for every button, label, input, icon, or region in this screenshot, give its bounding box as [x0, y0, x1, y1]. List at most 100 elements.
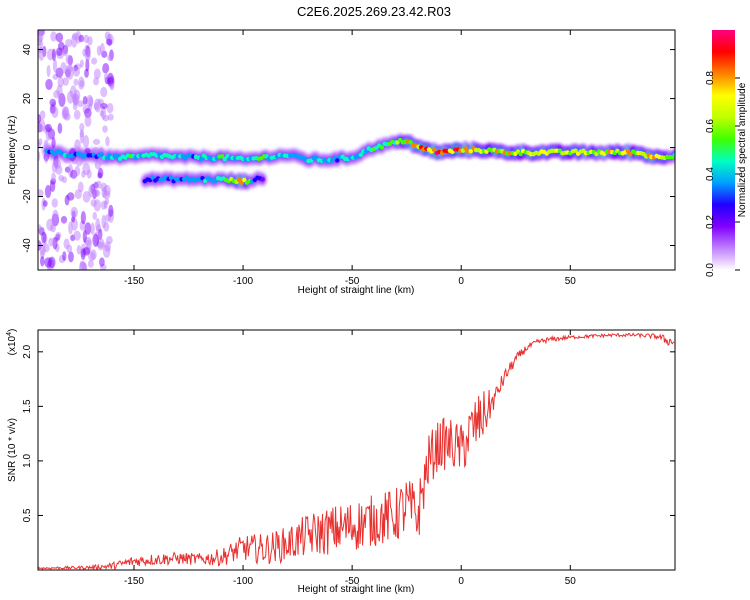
colorbar-tick-label: 0.0 — [705, 263, 716, 277]
main-track-blob-core — [573, 148, 578, 153]
spectrogram-noise-blob — [62, 77, 69, 86]
colorbar-tick-label: 0.8 — [705, 71, 716, 85]
spectrogram-noise-blob — [38, 224, 42, 232]
spectrogram-noise-blob — [40, 256, 45, 267]
snr-xtick-label: -100 — [233, 576, 253, 587]
spectrogram-noise-blob — [107, 54, 113, 62]
spectrogram-noise-blob — [44, 184, 52, 199]
snr-y-multiplier: (x104) — [6, 329, 18, 356]
spectrogram-noise-blob — [64, 194, 70, 206]
spectrogram-noise-blob — [67, 90, 74, 104]
spectrogram-noise-blob — [84, 115, 92, 127]
spectrogram-noise-blob — [108, 204, 114, 217]
snr-x-ticks: -150 -100 -50 0 50 — [124, 330, 576, 587]
spectrogram-noise-blob — [46, 218, 54, 231]
main-track-blob-core — [198, 156, 204, 162]
spectrogram-noise-blob — [57, 76, 65, 88]
spectrogram-noise-blob — [100, 102, 108, 110]
spectrogram-noise-blob — [74, 189, 82, 200]
spectrogram-noise-blob — [106, 103, 114, 114]
spectrogram-noise-blob — [79, 123, 85, 132]
spectrogram-noise-blob — [39, 249, 45, 259]
spectrogram-noise-blob — [97, 172, 103, 179]
spectrogram-noise-blob — [68, 251, 74, 263]
figure-title: C2E6.2025.269.23.42.R03 — [297, 4, 451, 19]
spectrogram-noise-blob — [84, 68, 89, 78]
spectrogram-xtick-label: -50 — [345, 276, 360, 287]
spectrogram-ytick-label: 20 — [22, 93, 33, 105]
spectrogram-noise-blob — [82, 230, 87, 243]
spectrogram-noise-blob — [84, 147, 91, 155]
spectrogram-noise-blob — [73, 109, 81, 120]
snr-ylabel: SNR (10 * v/v) — [7, 418, 18, 482]
spectrogram-xtick-label: 0 — [458, 276, 464, 287]
spectrogram-noise-blob — [63, 112, 71, 121]
spectrogram-noise-blob — [85, 58, 90, 72]
spectrogram-noise-blob — [82, 191, 91, 203]
colorbar-tick-label: 0.4 — [705, 167, 716, 181]
secondary-track-blob-core — [260, 177, 265, 182]
spectrogram-noise-blob — [39, 110, 46, 120]
colorbar-gradient — [712, 30, 735, 270]
spectrogram-noise-blob — [42, 243, 50, 253]
spectrogram-noise-blob — [74, 165, 81, 177]
spectrogram-noise-blob — [38, 189, 44, 198]
colorbar-label: Normalized spectral amplitude — [737, 82, 748, 217]
spectrogram-noise-blob — [87, 259, 94, 268]
spectrogram-noise-blob — [80, 248, 86, 260]
spectrogram-noise-blob — [102, 125, 108, 133]
snr-background — [38, 330, 675, 570]
spectrogram-y-ticks: -40 -20 0 20 40 — [22, 44, 675, 253]
spectrogram-noise-blob — [38, 141, 41, 149]
spectrogram-noise-blob — [45, 123, 52, 133]
spectrogram-xtick-label: -150 — [124, 276, 144, 287]
spectrogram-noise-blob — [91, 57, 98, 65]
colorbar-tick-label: 0.2 — [705, 215, 716, 229]
snr-y-ticks: 0.5 1.0 1.5 2.0 — [22, 344, 675, 522]
spectrogram-noise-blob — [92, 138, 101, 145]
snr-xlabel: Height of straight line (km) — [298, 584, 415, 595]
spectrogram-noise-blob — [93, 68, 101, 80]
spectrogram-noise-blob — [42, 200, 48, 207]
spectrogram-noise-blob — [82, 262, 88, 270]
snr-xtick-label: 50 — [565, 576, 577, 587]
spectrogram-noise-blob — [82, 162, 91, 176]
main-track-blob-core — [672, 152, 675, 157]
spectrogram-noise-blob — [78, 34, 85, 43]
spectrogram-noise-blob — [58, 174, 65, 182]
main-track-blob-core — [222, 156, 227, 162]
spectrogram-noise-blob — [76, 244, 82, 255]
main-track-blob-core — [431, 147, 437, 153]
spectrogram-frame — [37, 29, 676, 271]
snr-frame — [37, 329, 676, 571]
spectrogram-noise-blob — [50, 31, 57, 42]
snr-series-line — [38, 332, 675, 570]
spectrogram-xtick-label: -100 — [233, 276, 253, 287]
spectrogram-noise-blob — [84, 47, 91, 62]
spectrogram-noise-blob — [57, 122, 63, 134]
spectrogram-noise-blob — [90, 249, 97, 261]
spectrogram-noise-blob — [84, 222, 92, 235]
spectrogram-noise-blob — [93, 188, 99, 198]
main-track-blob-core — [104, 156, 110, 161]
spectrogram-noise-blob — [79, 59, 84, 68]
spectrogram-noise-blob — [80, 210, 86, 225]
spectrogram-noise-blob — [93, 77, 100, 86]
spectrogram-noise-blob — [72, 93, 80, 105]
spectrogram-noise-blob — [105, 136, 110, 147]
spectrogram-noise-blob — [44, 257, 53, 268]
spectrogram-noise-blob — [51, 198, 58, 208]
spectrogram-noise-blob — [73, 78, 79, 86]
spectrogram-noise-blob — [83, 34, 89, 44]
colorbar: 0.0 0.2 0.4 0.6 0.8 Normalized spectral ampl… — [705, 30, 748, 277]
spectrogram-noise-blob — [52, 236, 58, 250]
spectrogram-noise-blob — [104, 72, 109, 81]
spectrogram-noise-blob — [99, 42, 105, 56]
spectrogram-noise-blob — [55, 32, 64, 43]
spectrogram-noise-blob — [51, 48, 57, 61]
spectrogram-noise-blob — [38, 114, 42, 124]
spectrogram-noise-blob — [51, 106, 59, 118]
spectrogram-ytick-label: 40 — [22, 44, 33, 56]
spectrogram-noise-blob — [102, 66, 107, 74]
